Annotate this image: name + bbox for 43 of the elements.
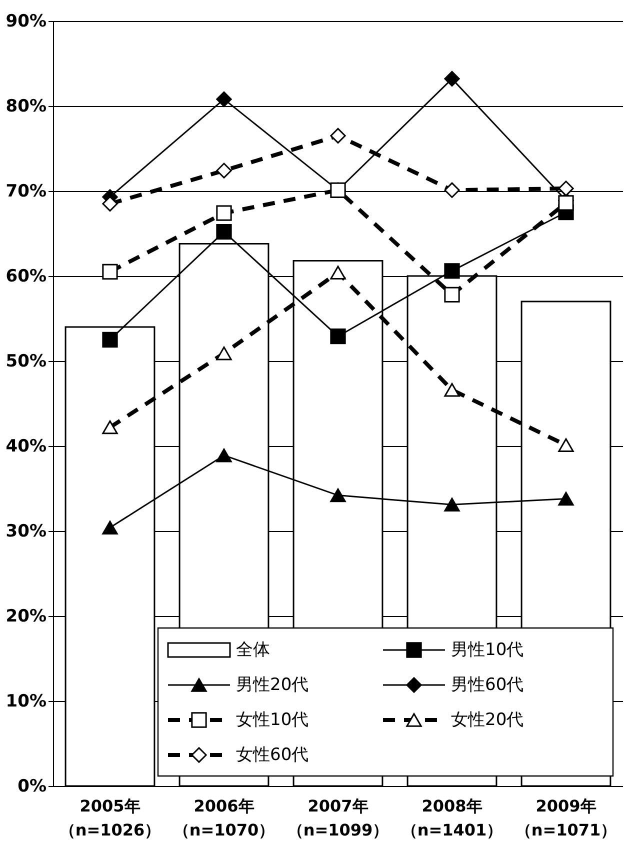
legend-label: 男性60代 xyxy=(451,675,524,695)
y-tick-label: 40% xyxy=(6,436,46,456)
point xyxy=(444,70,460,87)
point xyxy=(216,224,232,240)
y-tick-label: 70% xyxy=(6,182,46,202)
y-tick-label: 20% xyxy=(6,606,46,626)
legend-label: 女性10代 xyxy=(236,710,309,730)
legend-label: 男性20代 xyxy=(236,675,309,695)
point xyxy=(444,383,460,397)
point xyxy=(444,263,460,279)
legend-label: 男性10代 xyxy=(451,640,524,660)
x-tick-label: 2008年（n=1401） xyxy=(401,796,503,840)
point xyxy=(330,266,346,280)
point xyxy=(330,328,346,344)
y-tick-label: 30% xyxy=(6,522,46,542)
point xyxy=(216,346,232,360)
point xyxy=(102,264,118,280)
x-tick-label: 2005年（n=1026） xyxy=(59,796,161,840)
legend-label: 女性20代 xyxy=(451,710,524,730)
point xyxy=(102,196,118,212)
legend-label: 全体 xyxy=(236,640,270,660)
point xyxy=(102,332,118,348)
point xyxy=(558,492,574,506)
point xyxy=(558,195,574,211)
point xyxy=(216,205,232,221)
point xyxy=(216,448,232,462)
x-tick-label: 2009年（n=1071） xyxy=(515,796,617,840)
x-tick-label: 2006年（n=1070） xyxy=(173,796,275,840)
point xyxy=(444,286,460,303)
point xyxy=(330,488,346,502)
point xyxy=(216,91,232,108)
point xyxy=(558,438,574,452)
y-tick-label: 50% xyxy=(6,352,46,372)
y-tick-label: 90% xyxy=(6,12,46,32)
y-tick-label: 10% xyxy=(6,692,46,712)
legend-label: 女性60代 xyxy=(236,745,309,765)
y-tick-label: 0% xyxy=(18,776,46,796)
point xyxy=(102,420,118,434)
point xyxy=(102,520,118,534)
point xyxy=(444,498,460,512)
y-tick-label: 60% xyxy=(6,266,46,286)
y-tick-label: 80% xyxy=(6,96,46,116)
x-tick-label: 2007年（n=1099） xyxy=(287,796,389,840)
